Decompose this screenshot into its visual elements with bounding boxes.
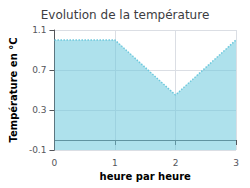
svg-text:2: 2 — [173, 158, 179, 168]
svg-text:Evolution de la température: Evolution de la température — [41, 8, 210, 22]
svg-text:1.1: 1.1 — [32, 25, 46, 35]
svg-text:3: 3 — [233, 158, 239, 168]
svg-text:0.7: 0.7 — [32, 65, 46, 75]
svg-text:-0.1: -0.1 — [29, 145, 47, 155]
svg-text:0.3: 0.3 — [32, 105, 46, 115]
svg-text:heure par heure: heure par heure — [100, 171, 191, 182]
svg-text:Température en °C: Température en °C — [8, 37, 19, 142]
svg-text:1: 1 — [112, 158, 118, 168]
svg-text:0: 0 — [52, 158, 58, 168]
